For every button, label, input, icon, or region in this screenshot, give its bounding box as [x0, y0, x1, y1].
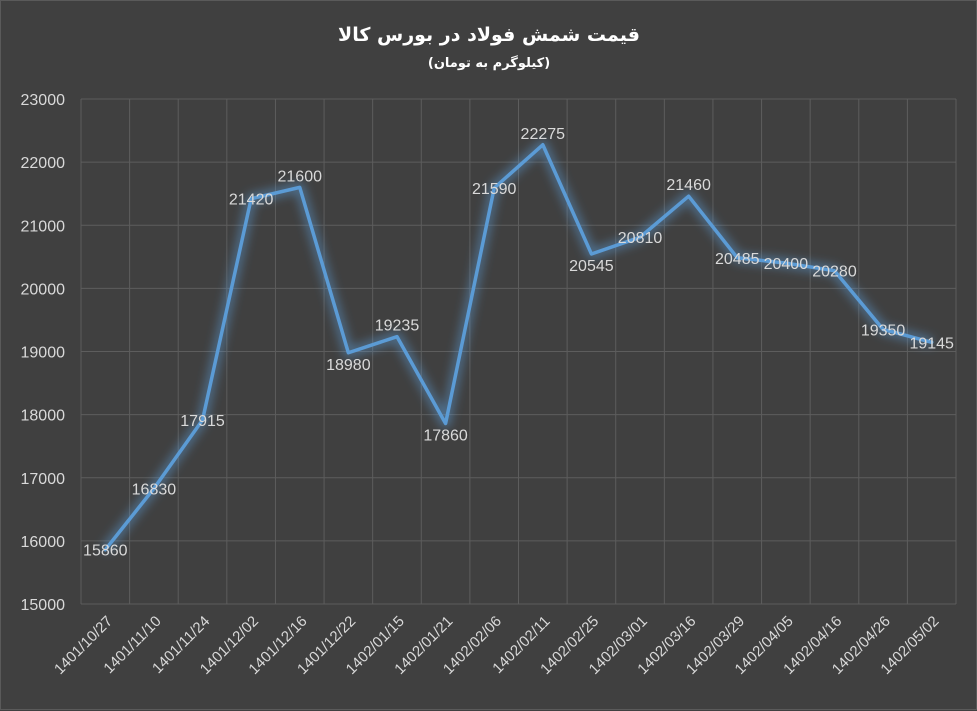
data-label: 19145 [909, 335, 954, 352]
y-tick-label: 17000 [21, 471, 66, 488]
data-label: 20400 [764, 256, 809, 273]
chart-title: قیمت شمش فولاد در بورس کالا [338, 24, 640, 46]
data-label: 20280 [812, 264, 857, 281]
y-tick-label: 20000 [21, 281, 66, 298]
y-tick-label: 18000 [21, 408, 66, 425]
data-label: 21590 [472, 181, 517, 198]
data-label: 20485 [715, 251, 760, 268]
data-label: 18980 [326, 357, 371, 374]
y-tick-label: 15000 [21, 597, 66, 614]
data-label: 16830 [132, 481, 177, 498]
data-label: 21460 [666, 177, 711, 194]
y-tick-label: 19000 [21, 345, 66, 362]
data-label: 21600 [278, 168, 323, 185]
chart-subtitle: (کیلوگرم به تومان) [428, 55, 550, 71]
data-label: 15860 [83, 543, 128, 560]
y-tick-label: 21000 [21, 218, 66, 235]
y-tick-label: 22000 [21, 155, 66, 172]
data-label: 19350 [861, 322, 906, 339]
data-label: 17915 [180, 413, 225, 430]
y-tick-label: 23000 [21, 92, 66, 109]
series-line [103, 143, 934, 552]
y-tick-label: 16000 [21, 534, 66, 551]
data-label: 22275 [521, 126, 566, 143]
data-label: 17860 [423, 427, 468, 444]
data-label: 20810 [618, 230, 663, 247]
data-label: 21420 [229, 192, 274, 209]
data-label: 19235 [375, 318, 420, 335]
data-label: 20545 [569, 258, 614, 275]
